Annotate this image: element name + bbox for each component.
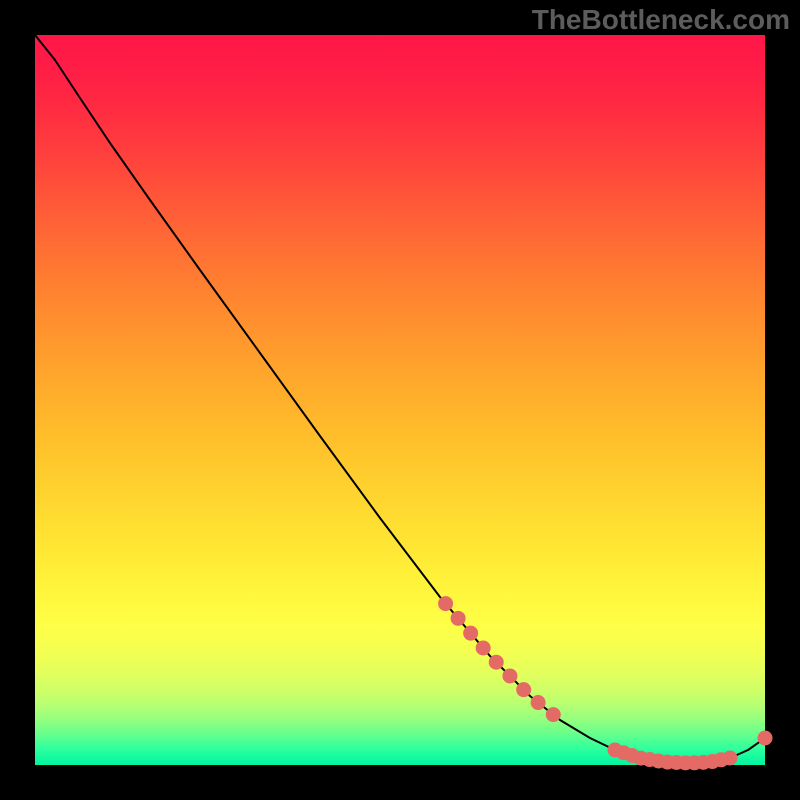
data-marker <box>546 708 560 722</box>
data-marker <box>489 655 503 669</box>
data-marker <box>503 669 517 683</box>
data-marker <box>451 611 465 625</box>
data-marker <box>531 696 545 710</box>
data-marker <box>758 731 772 745</box>
canvas: TheBottleneck.com <box>0 0 800 800</box>
data-marker <box>464 626 478 640</box>
plot-background <box>35 35 765 765</box>
data-marker <box>476 641 490 655</box>
data-marker <box>517 683 531 697</box>
chart-svg <box>0 0 800 800</box>
data-marker <box>723 751 737 765</box>
data-marker <box>439 597 453 611</box>
watermark-text: TheBottleneck.com <box>532 4 790 36</box>
